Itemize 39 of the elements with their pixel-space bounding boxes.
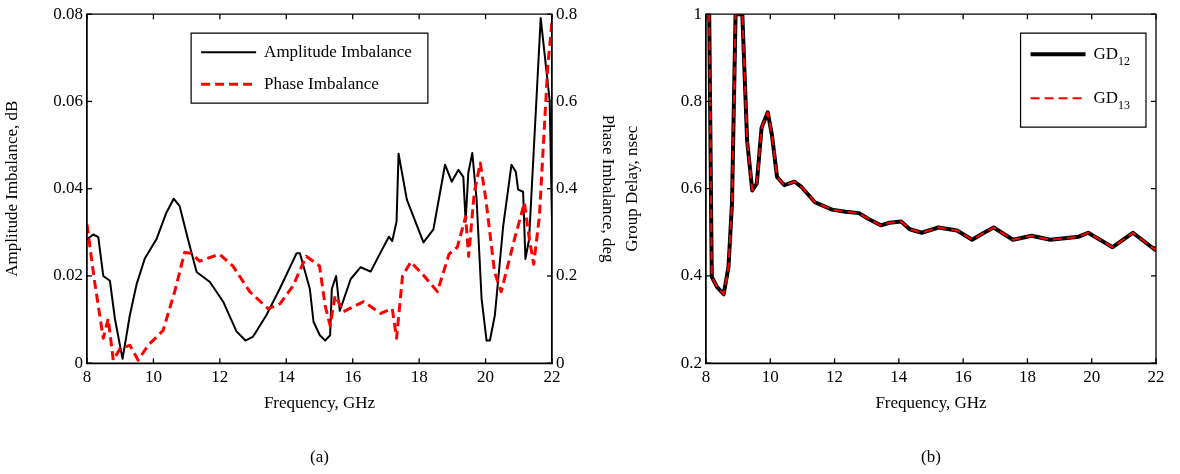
y2-tick-label: 0.6 xyxy=(556,90,578,110)
legend-label: Amplitude Imbalance xyxy=(264,41,412,61)
y-tick-label: 1 xyxy=(693,3,702,23)
y-tick-label: 0.4 xyxy=(680,265,703,285)
x-tick-label: 12 xyxy=(826,366,844,386)
y-tick-label: 0.6 xyxy=(680,178,702,198)
text: (a) xyxy=(310,447,329,466)
y-tick-label: 0.08 xyxy=(53,3,83,23)
y-tick-label: 0.04 xyxy=(53,178,84,198)
x-tick-label: 14 xyxy=(890,366,908,386)
x-tick-label: 20 xyxy=(1083,366,1101,386)
y-tick-label: 0.06 xyxy=(53,90,83,110)
x-tick-label: 8 xyxy=(82,366,92,386)
x-tick-label: 14 xyxy=(277,366,296,386)
x-tick-label: 8 xyxy=(701,366,711,386)
y-tick-label: 0.02 xyxy=(53,265,83,285)
legend-label: Phase Imbalance xyxy=(264,73,379,93)
y2-axis-title: Phase Imbalance, deg xyxy=(599,114,619,264)
y2-tick-label: 0 xyxy=(556,352,565,372)
y-tick-label: 0.2 xyxy=(680,352,702,372)
x-axis-title: Frequency, GHz xyxy=(875,393,988,413)
x-tick-label: 18 xyxy=(410,366,428,386)
y-tick-label: 0 xyxy=(74,352,83,372)
x-tick-label: 10 xyxy=(144,366,162,386)
y-axis-title: Group Delay, nsec xyxy=(621,125,641,252)
x-tick-label: 22 xyxy=(1147,366,1165,386)
x-tick-label: 16 xyxy=(344,366,362,386)
y2-tick-label: 0.2 xyxy=(556,265,578,285)
y2-tick-label: 0.8 xyxy=(556,3,578,23)
x-axis-title: Frequency, GHz xyxy=(263,393,376,413)
y2-tick-label: 0.4 xyxy=(556,178,578,198)
x-tick-label: 12 xyxy=(211,366,229,386)
x-tick-label: 20 xyxy=(477,366,495,386)
y-axis-title: Amplitude Imbalance, dB xyxy=(1,100,21,277)
y-tick-label: 0.8 xyxy=(680,90,702,110)
text: (b) xyxy=(921,447,941,466)
x-tick-label: 16 xyxy=(954,366,972,386)
x-tick-label: 18 xyxy=(1018,366,1036,386)
x-tick-label: 10 xyxy=(761,366,779,386)
